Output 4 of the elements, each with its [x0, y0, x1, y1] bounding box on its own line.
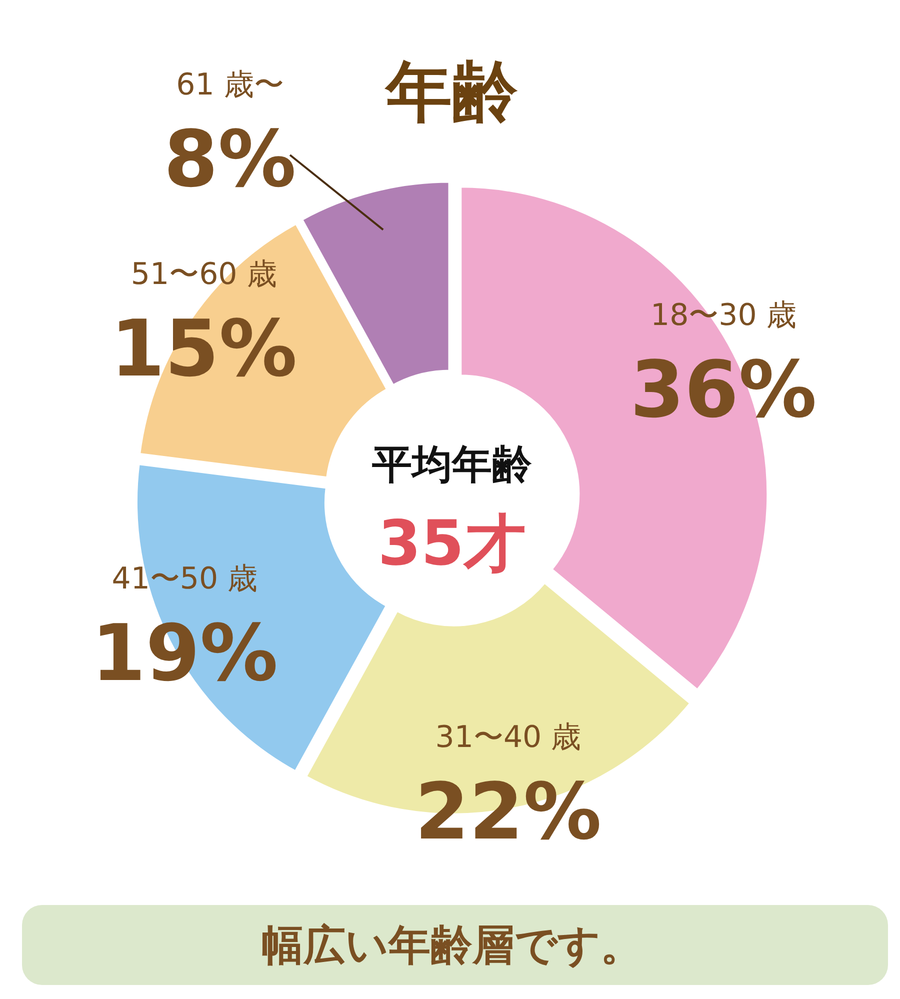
title: 年齢 [386, 54, 518, 130]
annotation: 幅広い年齢層です。 [262, 920, 642, 970]
annotation: 平均年齢 [372, 442, 532, 488]
annotation: 35才 [378, 506, 526, 580]
